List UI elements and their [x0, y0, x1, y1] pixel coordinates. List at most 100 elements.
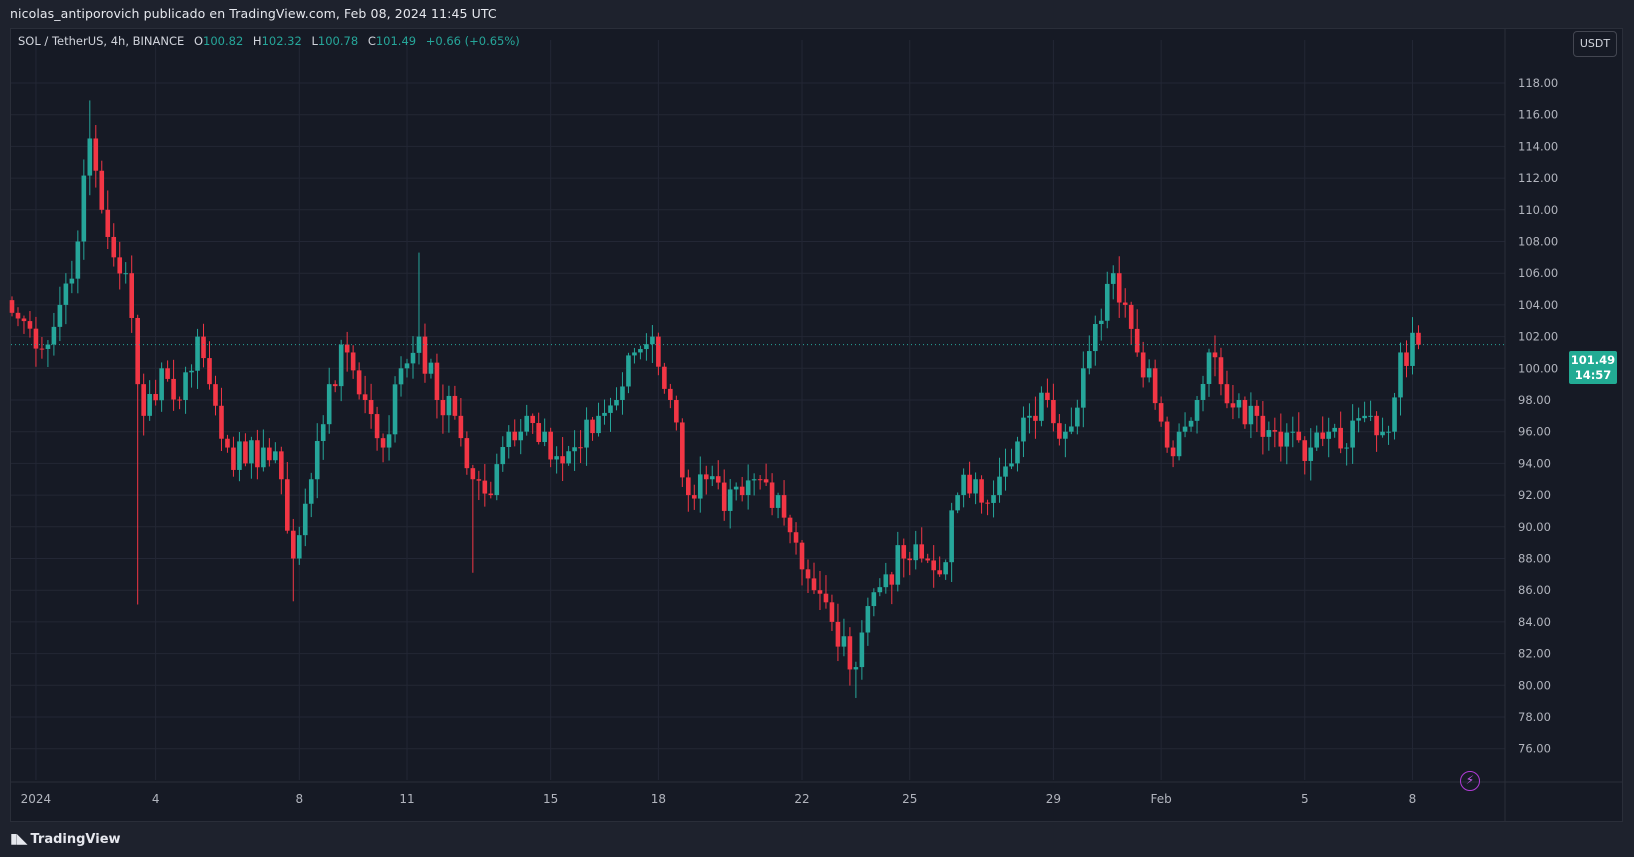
y-tick-label: 90.00 — [1518, 520, 1551, 534]
candle-body — [117, 257, 123, 274]
candle-body — [386, 434, 392, 448]
candle-body — [368, 400, 374, 415]
candle-body — [686, 477, 691, 496]
candle-body — [446, 395, 452, 416]
currency-button[interactable]: USDT — [1573, 31, 1617, 57]
y-tick-label: 112.00 — [1518, 171, 1558, 185]
bar-countdown: 14:57 — [1574, 368, 1612, 382]
candle-body — [973, 479, 978, 494]
candle-body — [841, 636, 847, 647]
candle-body — [464, 438, 470, 469]
candle-body — [27, 321, 33, 329]
low-label: L — [311, 34, 318, 48]
candle-body — [87, 138, 93, 176]
candle-body — [195, 336, 200, 371]
candle-body — [51, 326, 57, 345]
candle-body — [644, 344, 649, 350]
candle-body — [1260, 415, 1266, 437]
candle-body — [165, 368, 170, 379]
candles — [9, 100, 1421, 698]
last-price-value: 101.49 — [1570, 353, 1616, 367]
candle-body — [991, 495, 996, 503]
candle-body — [1170, 447, 1176, 457]
candle-body — [739, 486, 745, 496]
candle-body — [249, 440, 254, 464]
tradingview-logo-icon: ▮◣ — [10, 831, 28, 847]
candle-body — [159, 368, 164, 401]
grid-lines — [11, 29, 1622, 821]
y-tick-label: 96.00 — [1518, 425, 1551, 439]
candle-body — [147, 394, 152, 416]
candle-body — [1374, 415, 1379, 436]
candle-body — [1248, 405, 1254, 425]
chart-attribution: nicolas_antiporovich publicado en Tradin… — [10, 6, 497, 21]
candle-body — [1015, 441, 1020, 464]
candle-body — [865, 606, 871, 633]
candle-body — [1158, 403, 1164, 422]
candle-body — [769, 482, 775, 508]
x-tick-label: 15 — [543, 792, 558, 806]
candle-body — [410, 352, 416, 364]
candle-body — [308, 479, 314, 504]
candle-body — [314, 441, 320, 480]
candle-body — [111, 236, 117, 258]
candle-body — [488, 493, 494, 496]
candle-body — [45, 344, 51, 349]
y-tick-label: 106.00 — [1518, 266, 1558, 280]
x-tick-label: 11 — [399, 792, 414, 806]
candle-body — [889, 574, 895, 585]
candle-body — [997, 476, 1002, 496]
candle-body — [320, 424, 326, 442]
candle-body — [1272, 430, 1278, 432]
y-tick-label: 78.00 — [1518, 710, 1551, 724]
candle-body — [237, 441, 242, 470]
candle-body — [1110, 273, 1116, 284]
candle-body — [15, 312, 21, 319]
candle-body — [602, 412, 607, 416]
candle-body — [39, 348, 45, 350]
candle-body — [1392, 397, 1397, 432]
candle-body — [1344, 447, 1349, 449]
candle-body — [1362, 415, 1367, 419]
y-tick-label: 98.00 — [1518, 393, 1551, 407]
candle-body — [267, 447, 272, 461]
candle-body — [853, 667, 859, 670]
candle-body — [907, 558, 913, 561]
candle-body — [1081, 368, 1086, 408]
candle-body — [638, 349, 643, 353]
footer-branding: ▮◣ TradingView — [10, 822, 410, 857]
candle-body — [590, 419, 595, 434]
candle-body — [428, 362, 434, 374]
candle-body — [1176, 431, 1182, 457]
x-tick-label: Feb — [1150, 792, 1171, 806]
candle-body — [404, 363, 410, 369]
candle-body — [231, 447, 236, 470]
candle-body — [255, 440, 260, 468]
candle-body — [1057, 423, 1062, 439]
candle-body — [877, 587, 883, 593]
y-tick-label: 108.00 — [1518, 235, 1558, 249]
candle-body — [530, 415, 535, 424]
candle-body — [524, 415, 530, 432]
candle-body — [1338, 427, 1343, 449]
candle-body — [506, 431, 512, 448]
candle-body — [1218, 357, 1224, 385]
candle-body — [1063, 431, 1068, 439]
candle-body — [955, 495, 960, 511]
candle-body — [171, 378, 176, 400]
y-tick-label: 104.00 — [1518, 298, 1558, 312]
candle-body — [829, 602, 835, 622]
candle-body — [500, 447, 506, 465]
lightning-icon[interactable]: ⚡ — [1460, 771, 1480, 791]
candle-body — [1027, 415, 1032, 418]
candle-body — [1182, 426, 1188, 432]
candle-body — [1021, 417, 1026, 442]
y-tick-label: 84.00 — [1518, 615, 1551, 629]
y-tick-label: 86.00 — [1518, 583, 1551, 597]
candle-body — [1033, 415, 1038, 421]
candle-body — [1332, 427, 1337, 432]
candle-body — [805, 569, 811, 579]
candle-body — [201, 336, 206, 359]
candle-body — [931, 560, 936, 571]
